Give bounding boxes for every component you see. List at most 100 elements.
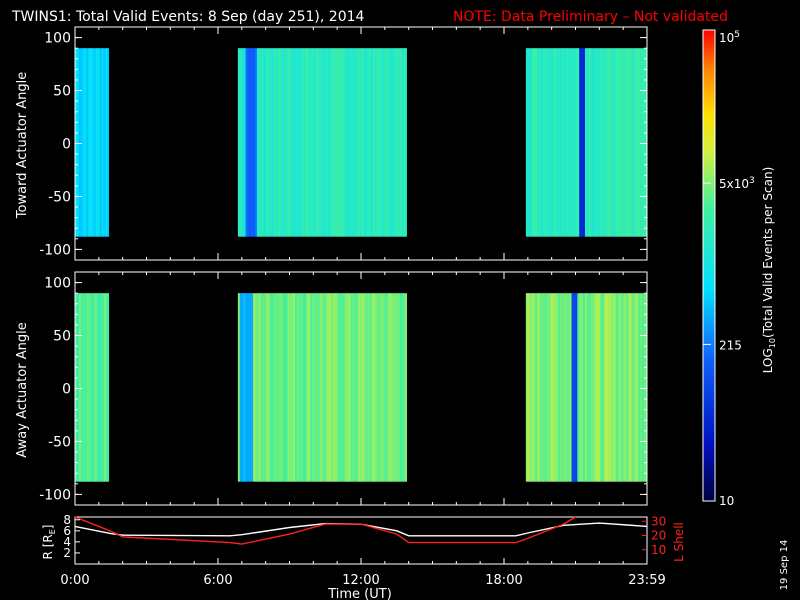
y-tick-label: 100 [44, 276, 71, 292]
away-heat-column [541, 293, 544, 482]
away-heat-column [268, 293, 271, 482]
toward-heat-column [550, 48, 553, 237]
away-heat-column [337, 293, 340, 482]
toward-heat-column [605, 48, 609, 237]
away-heat-column [619, 293, 622, 482]
toward-heat-column [298, 48, 302, 237]
toward-heat-column [308, 48, 311, 237]
toward-heat-column [289, 48, 292, 237]
toward-heat-column [544, 48, 548, 237]
toward-heat-column [253, 48, 256, 237]
toward-heat-column [609, 48, 612, 237]
away-heat-column [97, 293, 101, 482]
away-heat-column [567, 293, 571, 482]
toward-heat-column [382, 48, 385, 237]
toward-heat-column [565, 48, 569, 237]
away-heat-column [249, 293, 252, 482]
away-heat-column [327, 293, 330, 482]
colorbar-tick-label: 5x103 [719, 176, 755, 191]
toward-heat-column [321, 48, 324, 237]
toward-heat-column [531, 48, 534, 237]
toward-heat-column [556, 48, 559, 237]
toward-heat-column [584, 48, 588, 237]
away-heat-column [583, 293, 586, 482]
away-heat-column [527, 293, 530, 482]
away-heat-column [560, 293, 563, 482]
toward-heat-column [527, 48, 530, 237]
toward-heat-column [329, 48, 332, 237]
away-heat-column [624, 293, 628, 482]
orbit-left-tick-label: 8 [63, 513, 71, 527]
away-heat-column [281, 293, 284, 482]
toward-heat-column [295, 48, 298, 237]
away-heat-column [573, 293, 576, 482]
away-heat-column [613, 293, 616, 482]
toward-heat-column [302, 48, 305, 237]
toward-heat-column [640, 48, 643, 237]
away-heat-column [264, 293, 267, 482]
toward-heat-column [369, 48, 372, 237]
toward-heat-column [258, 48, 262, 237]
toward-heat-column [636, 48, 639, 237]
away-heat-column [329, 293, 332, 482]
away-heat-column [289, 293, 292, 482]
y-tick-label: 0 [62, 382, 71, 398]
y-tick-label: 50 [53, 84, 71, 100]
toward-heat-column [596, 48, 599, 237]
toward-heat-column [306, 48, 309, 237]
away-heat-column [291, 293, 294, 482]
away-heat-column [99, 293, 102, 482]
away-heat-column [386, 293, 389, 482]
toward-heat-column [543, 48, 546, 237]
toward-heat-column [300, 48, 303, 237]
y-tick-label: 0 [62, 137, 71, 153]
away-heat-column [253, 293, 256, 482]
toward-heat-column [95, 48, 99, 237]
orbit-x-tick-label: 0:00 [60, 573, 89, 588]
away-heat-column [405, 293, 407, 482]
toward-heat-column [350, 48, 353, 237]
toward-heat-column [340, 48, 344, 237]
toward-heat-column [569, 48, 572, 237]
away-heat-column [262, 293, 265, 482]
away-heat-column [535, 293, 538, 482]
away-heat-column [539, 293, 542, 482]
toward-heat-column [275, 48, 279, 237]
away-heat-column [371, 293, 374, 482]
toward-heat-column [105, 48, 108, 237]
away-heat-column [101, 293, 104, 482]
toward-heat-column [268, 48, 271, 237]
toward-heat-column [537, 48, 540, 237]
orbit-xlabel: Time (UT) [327, 587, 392, 600]
toward-heat-column [384, 48, 387, 237]
away-heat-column [331, 293, 334, 482]
toward-heat-column [287, 48, 290, 237]
toward-heat-column [92, 48, 95, 237]
toward-heat-column [581, 48, 584, 237]
toward-heat-column [274, 48, 277, 237]
toward-heat-column [394, 48, 397, 237]
away-heat-column [245, 293, 248, 482]
away-heat-column [103, 293, 106, 482]
away-heat-column [279, 293, 283, 482]
toward-heat-column [338, 48, 342, 237]
toward-heat-column [255, 48, 258, 237]
away-panel: 100 50 0 -50 -100 [39, 271, 648, 506]
away-heat-column [321, 293, 324, 482]
away-heat-column [365, 293, 368, 482]
toward-heat-column [264, 48, 267, 237]
away-heat-column [548, 293, 551, 482]
toward-heat-column [628, 48, 632, 237]
toward-heat-column [86, 48, 89, 237]
toward-heat-column [554, 48, 557, 237]
away-heat-column [382, 293, 385, 482]
toward-heat-column [272, 48, 275, 237]
away-heat-column [241, 293, 244, 482]
toward-heat-column [266, 48, 269, 237]
toward-heat-column [277, 48, 281, 237]
toward-heat-column [312, 48, 315, 237]
toward-heat-column [367, 48, 370, 237]
away-heat-column [592, 293, 595, 482]
toward-heat-column [304, 48, 307, 237]
